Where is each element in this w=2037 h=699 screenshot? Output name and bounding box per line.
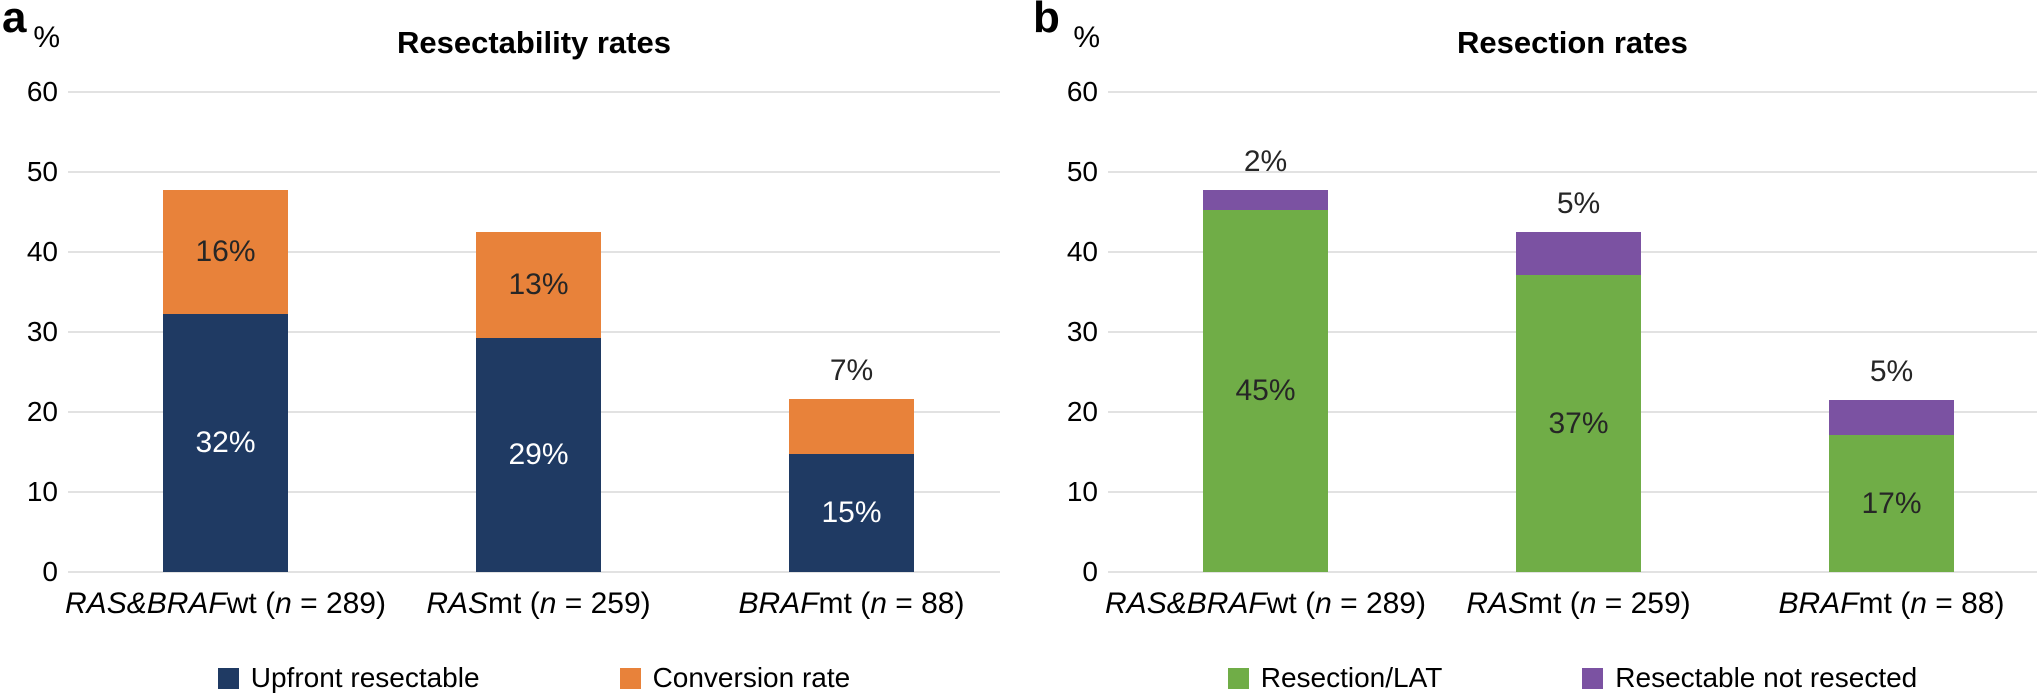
legend-swatch xyxy=(1582,667,1604,689)
panel-resectability: a Resectability rates % 0 10 20 30 40 50 60 32%… xyxy=(0,0,1018,699)
legend-swatch xyxy=(619,667,641,689)
x-label-run: BRAF xyxy=(1778,587,1859,620)
x-label-run: = 289) xyxy=(291,587,386,620)
x-label-run: = 289) xyxy=(1331,587,1426,620)
bar-segment-resection-lat: 17% xyxy=(1829,435,1954,572)
gridline-0 xyxy=(1108,571,2037,573)
x-label-run: n xyxy=(275,587,292,620)
bar-segment-resectable-not-resected xyxy=(1829,400,1954,436)
bar-value-label: 32% xyxy=(195,426,256,460)
bar-segment-upfront-resectable: 15% xyxy=(789,453,914,572)
y-tick-label-10: 10 xyxy=(1066,476,1098,507)
legend-label: Resectable not resected xyxy=(1615,662,1918,693)
bar-value-label-above: 7% xyxy=(829,354,874,388)
legend-item-upfront-resectable: Upfront resectable xyxy=(217,662,480,693)
plot-area-a: % 0 10 20 30 40 50 60 32% 16% RAS&BRAFwt (n = 289… xyxy=(27,0,1000,620)
x-category-label: RASmt (n = 259) xyxy=(1319,586,1839,622)
x-label-run: RAS&BRAF xyxy=(65,587,227,620)
x-label-run: mt ( xyxy=(1858,587,1911,620)
y-tick-label-0: 0 xyxy=(1082,556,1098,587)
y-tick-label-30: 30 xyxy=(1066,316,1098,347)
x-label-run: RAS&BRAF xyxy=(1105,587,1267,620)
bar-segment-conversion-rate: 16% xyxy=(163,189,288,315)
x-category-label: RAS&BRAFwt (n = 289) xyxy=(1006,586,1526,622)
x-category-label: BRAFmt (n = 88) xyxy=(592,586,1112,622)
y-axis-unit-label-a: % xyxy=(33,21,60,54)
x-label-run: = 88) xyxy=(886,587,965,620)
x-label-run: RAS xyxy=(426,587,489,620)
y-tick-label-20: 20 xyxy=(1066,396,1098,427)
chart-title-resection: Resection rates xyxy=(1457,25,1688,60)
legend-b: Resection/LAT Resectable not resected xyxy=(1108,656,2037,699)
gridline-50 xyxy=(68,171,1000,173)
x-label-run: wt ( xyxy=(226,587,276,620)
bar-value-label: 37% xyxy=(1548,406,1609,440)
bar-segment-conversion-rate xyxy=(789,399,914,454)
gridline-60 xyxy=(68,91,1000,93)
legend-item-resectable-not-resected: Resectable not resected xyxy=(1582,663,1917,693)
x-label-run: wt ( xyxy=(1266,587,1316,620)
bar-value-label: 15% xyxy=(821,495,882,529)
x-category-label: BRAFmt (n = 88) xyxy=(1632,586,2037,622)
bar-value-label: 45% xyxy=(1235,373,1296,407)
x-label-run: mt ( xyxy=(818,587,871,620)
x-label-run: = 259) xyxy=(556,587,651,620)
y-tick-label-60: 60 xyxy=(1066,76,1098,107)
legend-item-conversion-rate: Conversion rate xyxy=(619,662,851,693)
x-label-run: n xyxy=(1579,587,1597,620)
bar-segment-conversion-rate: 13% xyxy=(476,232,601,338)
x-label-run: = 88) xyxy=(1926,587,2005,620)
y-tick-label-10: 10 xyxy=(26,476,58,507)
legend-label: Conversion rate xyxy=(652,662,851,693)
legend-item-resection-lat: Resection/LAT xyxy=(1227,662,1443,693)
legend-swatch xyxy=(1227,667,1249,689)
y-tick-label-0: 0 xyxy=(42,556,58,587)
bar-value-label-above: 5% xyxy=(1556,187,1601,220)
legend-a: Upfront resectable Conversion rate xyxy=(68,656,1000,699)
x-label-run: = 259) xyxy=(1596,587,1691,620)
x-label-run: n xyxy=(870,587,887,620)
y-tick-label-30: 30 xyxy=(26,316,58,347)
bar-segment-upfront-resectable: 32% xyxy=(163,314,288,572)
bar-value-label: 17% xyxy=(1861,486,1922,520)
y-axis-unit-label-b: % xyxy=(1073,21,1100,54)
y-tick-label-50: 50 xyxy=(1066,156,1098,187)
bar-value-label: 16% xyxy=(195,234,256,268)
x-label-run: RAS xyxy=(1466,587,1529,620)
legend-swatch xyxy=(217,667,239,689)
bar-segment-resection-lat: 45% xyxy=(1203,209,1328,572)
panel-letter-a: a xyxy=(2,0,27,42)
y-tick-label-60: 60 xyxy=(26,76,58,107)
bar-value-label-above: 5% xyxy=(1869,355,1914,388)
bar-value-label: 13% xyxy=(508,267,569,301)
y-tick-label-20: 20 xyxy=(26,396,58,427)
bar-segment-resection-lat: 37% xyxy=(1516,275,1641,572)
gridline-50 xyxy=(1108,171,2037,173)
panel-letter-b: b xyxy=(1033,0,1060,42)
panel-resection: b Resection rates % 0 10 20 30 40 50 60 45% 2% RA… xyxy=(1018,0,2037,699)
x-label-run: mt ( xyxy=(488,587,540,620)
x-label-run: mt ( xyxy=(1528,587,1580,620)
gridline-60 xyxy=(1108,91,2037,93)
y-tick-label-50: 50 xyxy=(26,156,58,187)
bar-segment-upfront-resectable: 29% xyxy=(476,337,601,572)
plot-area-b: % 0 10 20 30 40 50 60 45% 2% RAS&BRAFwt (n = 289)… xyxy=(1067,0,2037,620)
bar-value-label: 29% xyxy=(508,437,569,471)
legend-label: Upfront resectable xyxy=(250,662,480,693)
bar-segment-resectable-not-resected xyxy=(1203,189,1328,210)
x-label-run: n xyxy=(1910,587,1927,620)
x-category-label: RASmt (n = 259) xyxy=(279,586,799,622)
bar-segment-resectable-not-resected xyxy=(1516,232,1641,276)
chart-title-resectability: Resectability rates xyxy=(397,25,671,60)
x-label-run: BRAF xyxy=(738,587,819,620)
x-category-label: RAS&BRAFwt (n = 289) xyxy=(0,586,486,622)
y-tick-label-40: 40 xyxy=(1066,236,1098,267)
x-label-run: n xyxy=(539,587,557,620)
x-label-run: n xyxy=(1315,587,1332,620)
y-tick-label-40: 40 xyxy=(26,236,58,267)
legend-label: Resection/LAT xyxy=(1260,662,1443,693)
gridline-0 xyxy=(68,571,1000,573)
bar-value-label-above: 2% xyxy=(1243,144,1288,178)
